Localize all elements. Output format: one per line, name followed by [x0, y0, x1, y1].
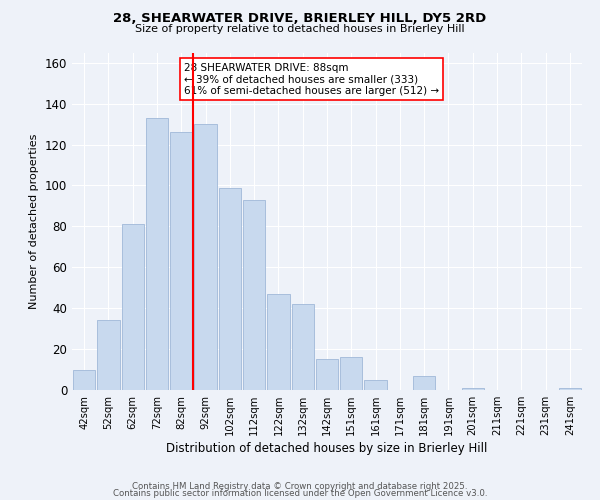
- Bar: [73, 370, 95, 390]
- Bar: [340, 358, 362, 390]
- Bar: [122, 224, 144, 390]
- Bar: [292, 304, 314, 390]
- Y-axis label: Number of detached properties: Number of detached properties: [29, 134, 39, 309]
- Bar: [413, 376, 436, 390]
- Bar: [97, 320, 119, 390]
- Text: 28 SHEARWATER DRIVE: 88sqm
← 39% of detached houses are smaller (333)
61% of sem: 28 SHEARWATER DRIVE: 88sqm ← 39% of deta…: [184, 62, 439, 96]
- Text: Size of property relative to detached houses in Brierley Hill: Size of property relative to detached ho…: [135, 24, 465, 34]
- Bar: [194, 124, 217, 390]
- Bar: [316, 360, 338, 390]
- Bar: [146, 118, 168, 390]
- Bar: [243, 200, 265, 390]
- Bar: [170, 132, 193, 390]
- Text: Contains public sector information licensed under the Open Government Licence v3: Contains public sector information licen…: [113, 490, 487, 498]
- Bar: [218, 188, 241, 390]
- Bar: [461, 388, 484, 390]
- Text: 28, SHEARWATER DRIVE, BRIERLEY HILL, DY5 2RD: 28, SHEARWATER DRIVE, BRIERLEY HILL, DY5…: [113, 12, 487, 26]
- Bar: [267, 294, 290, 390]
- Text: Contains HM Land Registry data © Crown copyright and database right 2025.: Contains HM Land Registry data © Crown c…: [132, 482, 468, 491]
- Bar: [364, 380, 387, 390]
- X-axis label: Distribution of detached houses by size in Brierley Hill: Distribution of detached houses by size …: [166, 442, 488, 455]
- Bar: [559, 388, 581, 390]
